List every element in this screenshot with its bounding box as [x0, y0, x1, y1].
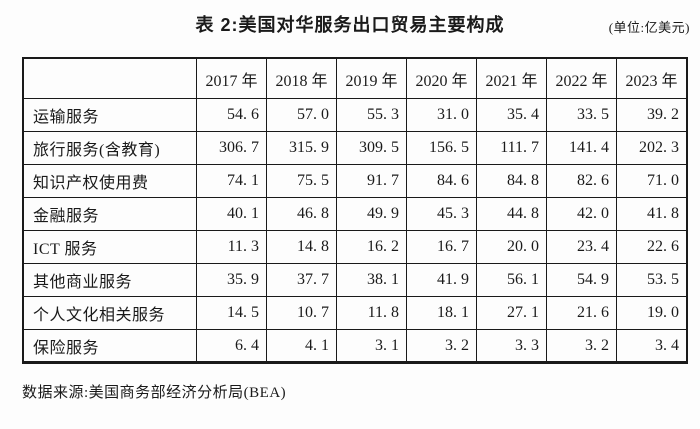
row-label: 金融服务 [22, 197, 197, 231]
services-export-table: 2017 年 2018 年 2019 年 2020 年 2021 年 2022 年 2023… [22, 57, 688, 364]
value-cell: 19. 0 [616, 296, 688, 330]
year-column-header: 2019 年 [336, 57, 407, 99]
row-label: 运输服务 [22, 98, 197, 132]
row-label: 其他商业服务 [22, 263, 197, 297]
value-cell: 3. 2 [406, 329, 477, 363]
value-cell: 55. 3 [336, 98, 407, 132]
year-column-header: 2023 年 [616, 57, 688, 99]
table-row: 保险服务 6. 4 4. 1 3. 1 3. 2 3. 3 3. 2 3. 4 [22, 329, 688, 363]
value-cell: 84. 6 [406, 164, 477, 198]
value-cell: 37. 7 [266, 263, 337, 297]
value-cell: 38. 1 [336, 263, 407, 297]
row-label: 个人文化相关服务 [22, 296, 197, 330]
value-cell: 56. 1 [476, 263, 547, 297]
unit-note: (单位:亿美元) [608, 20, 690, 35]
year-column-header: 2017 年 [196, 57, 267, 99]
row-label: 旅行服务(含教育) [22, 131, 197, 165]
year-column-header: 2020 年 [406, 57, 477, 99]
value-cell: 84. 8 [476, 164, 547, 198]
value-cell: 3. 2 [546, 329, 617, 363]
row-label: 知识产权使用费 [22, 164, 197, 198]
row-label: 保险服务 [22, 329, 197, 363]
value-cell: 11. 3 [196, 230, 267, 264]
value-cell: 23. 4 [546, 230, 617, 264]
value-cell: 45. 3 [406, 197, 477, 231]
value-cell: 3. 4 [616, 329, 688, 363]
value-cell: 18. 1 [406, 296, 477, 330]
value-cell: 6. 4 [196, 329, 267, 363]
value-cell: 141. 4 [546, 131, 617, 165]
corner-cell [22, 57, 197, 99]
header-row: 2017 年 2018 年 2019 年 2020 年 2021 年 2022 年 2023… [22, 57, 688, 99]
value-cell: 10. 7 [266, 296, 337, 330]
value-cell: 14. 5 [196, 296, 267, 330]
value-cell: 75. 5 [266, 164, 337, 198]
value-cell: 20. 0 [476, 230, 547, 264]
table-row: 个人文化相关服务 14. 5 10. 7 11. 8 18. 1 27. 1 21. 6 19… [22, 296, 688, 330]
value-cell: 3. 1 [336, 329, 407, 363]
value-cell: 35. 9 [196, 263, 267, 297]
value-cell: 309. 5 [336, 131, 407, 165]
year-column-header: 2021 年 [476, 57, 547, 99]
value-cell: 41. 8 [616, 197, 688, 231]
value-cell: 42. 0 [546, 197, 617, 231]
value-cell: 27. 1 [476, 296, 547, 330]
value-cell: 46. 8 [266, 197, 337, 231]
year-column-header: 2018 年 [266, 57, 337, 99]
value-cell: 33. 5 [546, 98, 617, 132]
value-cell: 49. 9 [336, 197, 407, 231]
value-cell: 11. 8 [336, 296, 407, 330]
table-row: 金融服务 40. 1 46. 8 49. 9 45. 3 44. 8 42. 0 41. 8 [22, 197, 688, 231]
value-cell: 57. 0 [266, 98, 337, 132]
value-cell: 82. 6 [546, 164, 617, 198]
year-column-header: 2022 年 [546, 57, 617, 99]
table-row: 运输服务 54. 6 57. 0 55. 3 31. 0 35. 4 33. 5 39. 2 [22, 98, 688, 132]
data-source-note: 数据来源:美国商务部经济分析局(BEA) [22, 385, 287, 401]
value-cell: 111. 7 [476, 131, 547, 165]
value-cell: 54. 9 [546, 263, 617, 297]
value-cell: 306. 7 [196, 131, 267, 165]
table-title: 表 2:美国对华服务出口贸易主要构成 [195, 15, 505, 35]
value-cell: 202. 3 [616, 131, 688, 165]
value-cell: 44. 8 [476, 197, 547, 231]
table-row: 其他商业服务 35. 9 37. 7 38. 1 41. 9 56. 1 54. 9 53. … [22, 263, 688, 297]
value-cell: 39. 2 [616, 98, 688, 132]
value-cell: 16. 7 [406, 230, 477, 264]
table-row: 知识产权使用费 74. 1 75. 5 91. 7 84. 6 84. 8 82. 6 71.… [22, 164, 688, 198]
value-cell: 31. 0 [406, 98, 477, 132]
value-cell: 315. 9 [266, 131, 337, 165]
value-cell: 3. 3 [476, 329, 547, 363]
value-cell: 53. 5 [616, 263, 688, 297]
value-cell: 35. 4 [476, 98, 547, 132]
value-cell: 54. 6 [196, 98, 267, 132]
value-cell: 40. 1 [196, 197, 267, 231]
value-cell: 41. 9 [406, 263, 477, 297]
value-cell: 14. 8 [266, 230, 337, 264]
value-cell: 4. 1 [266, 329, 337, 363]
table-row: ICT 服务 11. 3 14. 8 16. 2 16. 7 20. 0 23. 4 22. … [22, 230, 688, 264]
row-label: ICT 服务 [22, 230, 197, 264]
value-cell: 21. 6 [546, 296, 617, 330]
value-cell: 16. 2 [336, 230, 407, 264]
value-cell: 91. 7 [336, 164, 407, 198]
value-cell: 71. 0 [616, 164, 688, 198]
value-cell: 74. 1 [196, 164, 267, 198]
value-cell: 22. 6 [616, 230, 688, 264]
value-cell: 156. 5 [406, 131, 477, 165]
